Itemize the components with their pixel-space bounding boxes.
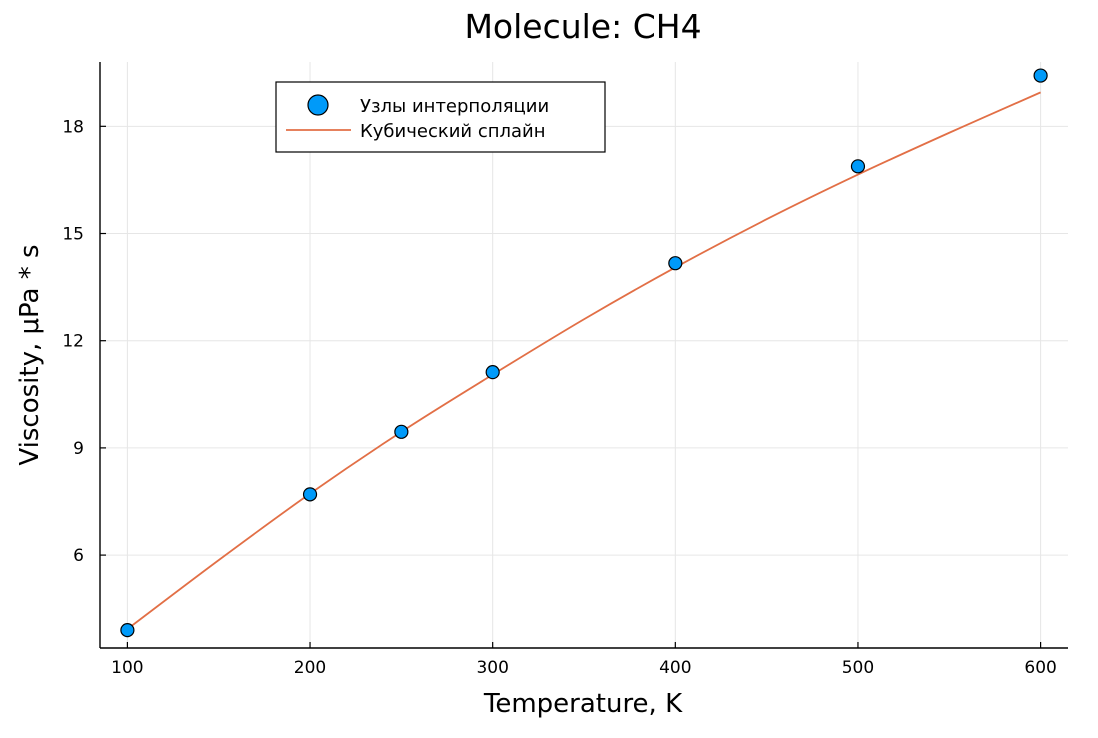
legend-label-nodes: Узлы интерполяции	[360, 96, 549, 117]
x-tick-label: 600	[1024, 658, 1056, 678]
x-tick-label: 300	[476, 658, 508, 678]
data-point	[850, 159, 866, 174]
legend: Узлы интерполяции Кубический сплайн	[275, 81, 606, 153]
legend-label-spline: Кубический сплайн	[360, 121, 546, 142]
data-point	[485, 365, 500, 380]
axes	[99, 62, 1068, 649]
x-tick-label: 100	[111, 658, 143, 678]
x-tick-label: 200	[294, 658, 326, 678]
spline-line	[126, 91, 1041, 630]
y-tick-label: 15	[62, 225, 84, 245]
y-tick-label: 18	[62, 117, 84, 137]
ticks: 100 200 300 400 500 600 6 9 12 15 18	[62, 117, 1056, 678]
legend-marker-nodes	[307, 94, 329, 116]
data-point	[302, 487, 318, 502]
chart-title: Molecule: CH4	[464, 7, 701, 46]
legend-box	[275, 81, 606, 153]
data-point	[394, 424, 409, 439]
x-tick-label: 500	[842, 658, 874, 678]
y-axis-title: Viscosity, μPa * s	[15, 244, 45, 465]
data-point	[1033, 68, 1048, 83]
grid	[100, 62, 1068, 648]
x-axis-title: Temperature, K	[483, 689, 683, 719]
y-tick-label: 12	[62, 332, 84, 352]
y-tick-label: 6	[73, 546, 84, 566]
x-tick-label: 400	[659, 658, 691, 678]
series-layer	[120, 68, 1048, 638]
data-point	[668, 256, 683, 271]
y-tick-label: 9	[73, 439, 84, 459]
data-point	[120, 623, 135, 638]
